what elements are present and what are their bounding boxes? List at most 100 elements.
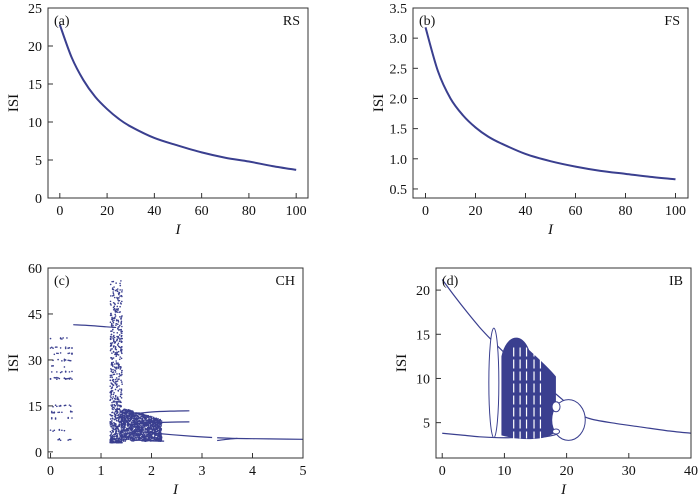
scatter-point [53,411,56,414]
scatter-point [124,435,127,437]
scatter-point [123,419,126,422]
scatter-point [114,289,117,292]
scatter-point [121,369,123,372]
scatter-point [120,318,123,320]
scatter-point [129,425,132,427]
scatter-point [112,308,115,311]
scatter-point [112,288,115,291]
scatter-point [68,359,71,362]
scatter-point [156,421,158,424]
scatter-point [114,315,117,317]
scatter-point [118,292,120,295]
scatter-point [112,328,114,331]
scatter-point [157,417,159,420]
x-axis-label: I [547,222,554,238]
scatter-point [120,417,123,419]
x-tick-label: 3 [199,464,206,479]
scatter-point [155,426,158,429]
scatter-point [63,358,66,361]
scatter-point [116,362,118,365]
scatter-point [115,423,117,426]
scatter-point [145,414,147,417]
scatter-point [123,415,126,418]
scatter-point [144,423,147,426]
scatter-point [133,424,135,426]
panel-rs: 0 20 40 60 80 100 0 5 10 15 20 25 I ISI (a) RS [6,2,309,238]
scatter-point [69,377,72,379]
scatter-point [140,424,142,427]
scatter-point [115,324,117,326]
scatter-point [133,435,135,438]
scatter-point [132,413,134,416]
scatter-point [120,397,123,399]
x-tick-label: 30 [622,464,636,479]
scatter-point [158,429,160,432]
scatter-point [50,346,53,349]
y-tick-label: 30 [28,354,42,369]
scatter-point [118,329,120,331]
scatter-point [111,397,114,400]
scatter-point [148,418,151,420]
scatter-point [119,393,122,396]
scatter-point [121,315,123,317]
scatter-point [119,404,122,407]
scatter-point [151,433,154,435]
scatter-point [122,418,124,421]
scatter-point [111,379,114,382]
scatter-point [58,405,61,407]
scatter-point [149,433,152,436]
scatter-point [145,434,148,437]
x-tick-label: 0 [56,204,63,219]
scatter-point [115,418,118,420]
scatter-point [117,342,120,345]
y-tick-label: 1.5 [390,123,408,138]
scatter-point [126,411,129,413]
scatter-point [49,347,52,349]
scatter-point [119,311,121,313]
scatter-point [160,425,163,427]
scatter-point [124,424,127,426]
scatter-point [138,413,141,416]
scatter-point [54,377,57,379]
scatter-point [68,347,71,349]
scatter-point [150,420,152,423]
scatter-point [129,434,132,436]
scatter-point [157,425,160,428]
scatter-point [113,403,116,406]
scatter-point [120,280,122,282]
scatter-point [114,316,116,319]
scatter-point [58,411,61,414]
y-tick-label: 0 [35,192,42,207]
scatter-point [119,401,122,404]
scatter-point [67,439,69,441]
scatter-point [135,426,137,429]
scatter-point [111,405,113,408]
scatter-point [115,355,117,358]
scatter-point [109,439,112,442]
scatter-point [134,412,136,414]
scatter-point [130,414,132,416]
scatter-point [122,414,125,417]
y-tick-label: 45 [28,308,42,323]
scatter-point [109,424,112,426]
scatter-point [117,350,120,353]
scatter-point [114,313,116,316]
scatter-point [128,417,131,420]
scatter-point [125,421,128,423]
scatter-point [56,405,58,408]
scatter-point [132,432,135,434]
scatter-point [138,431,141,433]
scatter-point [138,420,140,423]
scatter-point [69,359,72,362]
scatter-point [143,422,145,425]
scatter-point [124,433,127,435]
scatter-point [49,337,52,340]
scatter-point [122,437,124,439]
scatter-point [113,302,116,305]
scatter-point [127,428,130,430]
scatter-point [126,430,128,433]
scatter-point [112,396,114,398]
x-tick-label: 20 [100,204,114,219]
scatter-point [117,363,120,366]
